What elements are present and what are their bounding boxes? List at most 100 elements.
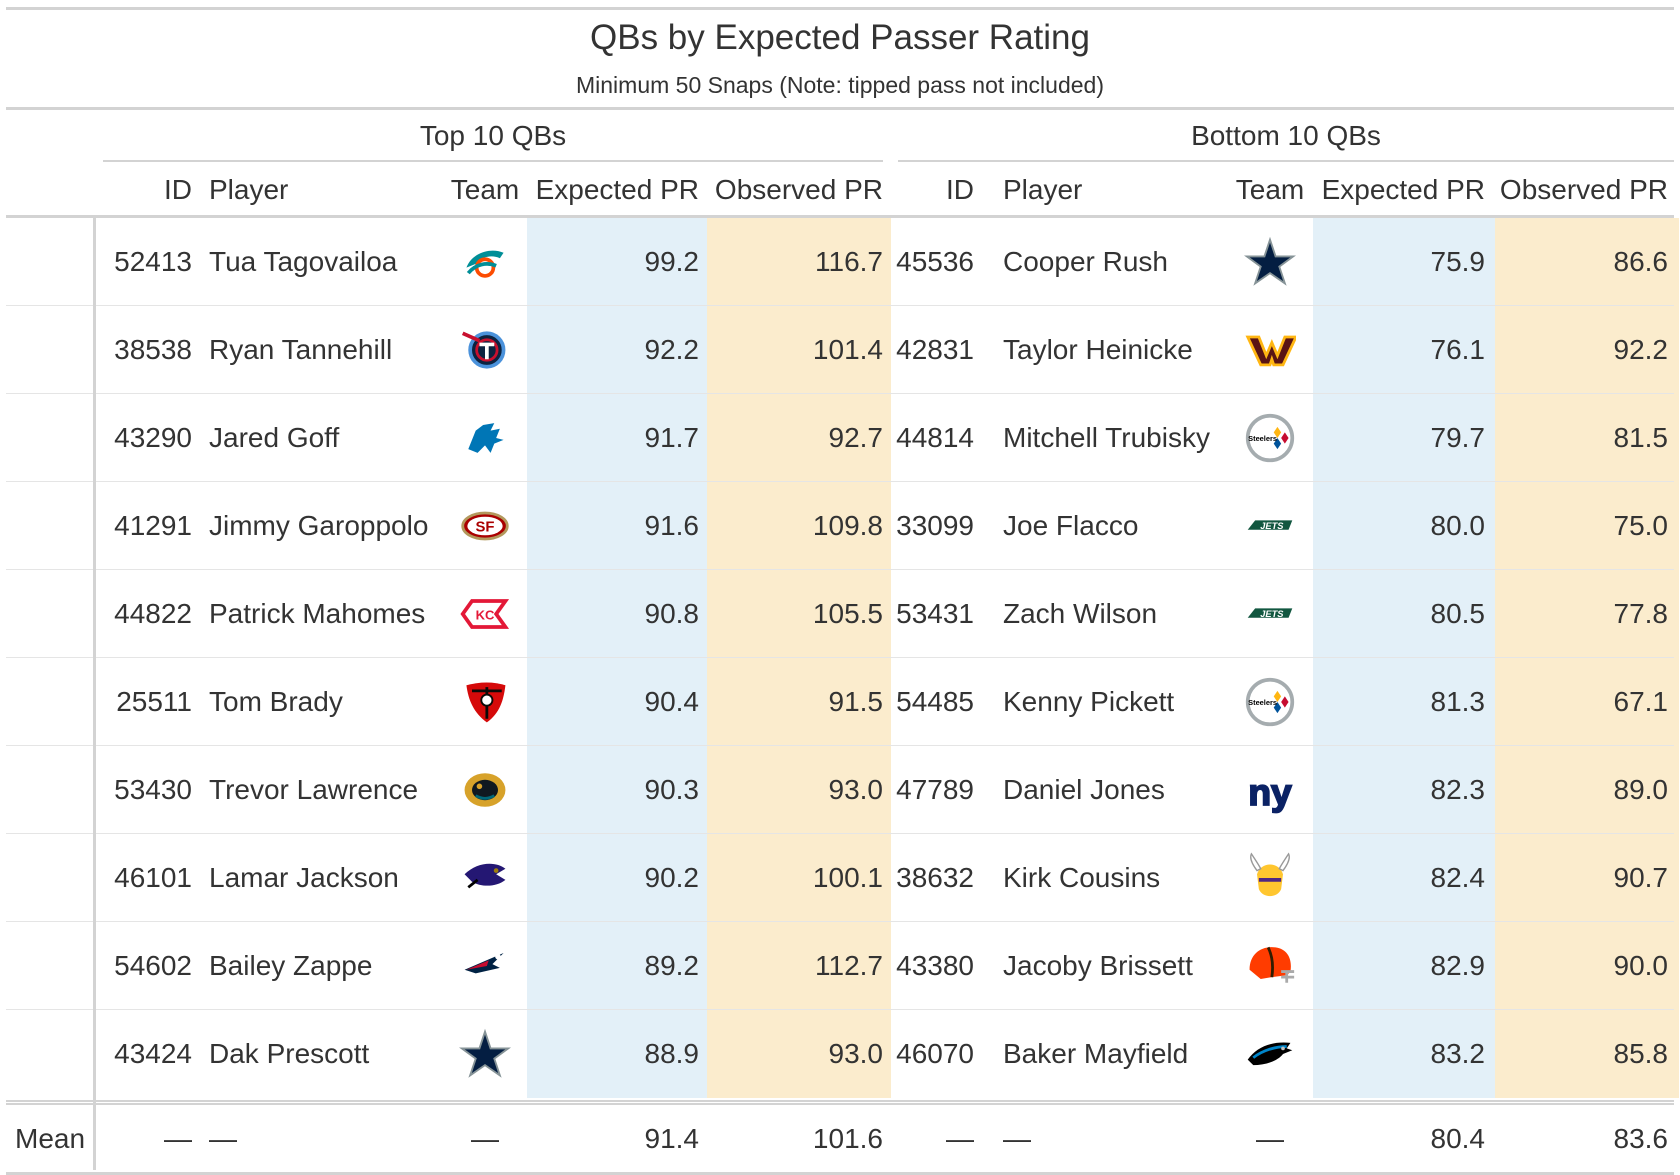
col-header-player: Player <box>209 174 289 205</box>
jets-logo-icon: JETS <box>1247 520 1293 531</box>
qb-player-name: Joe Flacco <box>1003 510 1139 541</box>
observed-pr-value: 116.7 <box>815 246 883 277</box>
observed-column-band-bottom <box>1495 218 1679 1098</box>
expected-column-band-bottom <box>1313 218 1495 1098</box>
observed-pr-value: 89.0 <box>1613 774 1669 805</box>
qb-id: 38538 <box>114 334 192 365</box>
expected-pr-value: 82.4 <box>1430 862 1486 893</box>
49ers-logo-icon: SF <box>461 511 509 541</box>
chiefs-logo-icon: KC <box>460 599 510 629</box>
observed-pr-value: 101.4 <box>812 334 883 365</box>
table-row-divider <box>6 393 1674 394</box>
qb-player-name: Tua Tagovailoa <box>209 246 398 277</box>
qb-player-name: Dak Prescott <box>209 1038 370 1069</box>
table-row-divider <box>6 569 1674 570</box>
summary-id: — <box>164 1123 192 1154</box>
qb-player-name: Trevor Lawrence <box>209 774 419 805</box>
qb-player-name: Taylor Heinicke <box>1003 334 1193 365</box>
table-row-divider <box>6 833 1674 834</box>
expected-pr-value: 82.3 <box>1430 774 1486 805</box>
svg-text:ny: ny <box>1248 771 1292 813</box>
steelers-logo-icon: Steelers <box>1245 677 1295 727</box>
qb-player-name: Patrick Mahomes <box>209 598 426 629</box>
buccaneers-logo-icon <box>466 682 506 723</box>
qb-id: 54602 <box>114 950 192 981</box>
qb-id: 52413 <box>114 246 192 277</box>
observed-pr-value: 105.5 <box>812 598 883 629</box>
expected-pr-value: 91.7 <box>644 422 700 453</box>
svg-text:JETS: JETS <box>1260 609 1284 619</box>
ravens-logo-icon <box>464 863 506 889</box>
patriots-logo-icon <box>464 953 504 974</box>
jets-logo-icon: JETS <box>1247 608 1293 619</box>
table-row-divider <box>6 657 1674 658</box>
steelers-logo-icon: Steelers <box>1245 413 1295 463</box>
expected-pr-value: 92.2 <box>644 334 700 365</box>
col-header-observed: Observed PR <box>714 174 883 205</box>
qb-id: 43424 <box>114 1038 192 1069</box>
summary-rule <box>6 1100 1674 1105</box>
observed-pr-value: 93.0 <box>828 774 884 805</box>
qb-id: 47789 <box>896 774 974 805</box>
qb-player-name: Ryan Tannehill <box>209 334 393 365</box>
qb-id: 46101 <box>114 862 192 893</box>
giants-logo-icon: ny <box>1247 770 1293 814</box>
qb-id: 43290 <box>114 422 192 453</box>
observed-pr-value: 85.8 <box>1613 1038 1669 1069</box>
lions-logo-icon <box>468 423 504 453</box>
expected-pr-value: 79.7 <box>1430 422 1486 453</box>
qb-id: 53431 <box>896 598 974 629</box>
summary-observed-mean: 83.6 <box>1613 1123 1669 1154</box>
table-row-divider <box>6 921 1674 922</box>
observed-pr-value: 81.5 <box>1613 422 1669 453</box>
qb-player-name: Jacoby Brissett <box>1003 950 1193 981</box>
qb-player-name: Daniel Jones <box>1003 774 1165 805</box>
qb-player-name: Jared Goff <box>209 422 340 453</box>
summary-observed-mean: 101.6 <box>812 1123 883 1154</box>
col-header-team: Team <box>450 174 520 205</box>
summary-player: — <box>209 1123 237 1154</box>
spanner-top-rule <box>103 160 883 162</box>
titans-logo-icon <box>461 331 506 369</box>
expected-pr-value: 83.2 <box>1430 1038 1486 1069</box>
svg-text:KC: KC <box>476 608 495 623</box>
svg-text:SF: SF <box>476 520 495 536</box>
jaguars-logo-icon <box>464 773 506 807</box>
observed-pr-value: 112.7 <box>815 950 883 981</box>
svg-text:JETS: JETS <box>1260 521 1284 531</box>
observed-pr-value: 67.1 <box>1613 686 1669 717</box>
expected-pr-value: 91.6 <box>644 510 700 541</box>
svg-text:Steelers: Steelers <box>1248 698 1277 707</box>
qb-id: 38632 <box>896 862 974 893</box>
panthers-logo-icon <box>1247 1042 1293 1066</box>
expected-pr-value: 82.9 <box>1430 950 1486 981</box>
qb-player-name: Jimmy Garoppolo <box>209 510 429 541</box>
qb-id: 33099 <box>896 510 974 541</box>
qb-id: 53430 <box>114 774 192 805</box>
observed-pr-value: 92.7 <box>828 422 884 453</box>
expected-pr-value: 80.5 <box>1430 598 1486 629</box>
observed-pr-value: 90.7 <box>1613 862 1669 893</box>
qb-id: 25511 <box>116 686 192 717</box>
cowboys-logo-icon <box>1244 236 1296 286</box>
expected-pr-value: 81.3 <box>1430 686 1486 717</box>
observed-column-band-top <box>707 218 891 1098</box>
expected-pr-value: 80.0 <box>1430 510 1486 541</box>
summary-expected-mean: 80.4 <box>1430 1123 1486 1154</box>
expected-pr-value: 88.9 <box>644 1038 700 1069</box>
summary-player: — <box>1003 1123 1031 1154</box>
table-row-divider <box>6 481 1674 482</box>
observed-pr-value: 75.0 <box>1613 510 1669 541</box>
qb-player-name: Bailey Zappe <box>209 950 373 981</box>
col-header-id: ID <box>946 174 974 205</box>
qb-id: 43380 <box>896 950 974 981</box>
qb-player-name: Mitchell Trubisky <box>1003 422 1210 453</box>
dolphins-logo-icon <box>466 250 504 278</box>
qb-player-name: Tom Brady <box>209 686 343 717</box>
observed-pr-value: 92.2 <box>1613 334 1669 365</box>
spanner-bottom-rule <box>898 160 1674 162</box>
summary-team: — <box>471 1123 499 1154</box>
expected-pr-value: 89.2 <box>644 950 700 981</box>
qb-id: 45536 <box>896 246 974 277</box>
observed-pr-value: 93.0 <box>828 1038 884 1069</box>
